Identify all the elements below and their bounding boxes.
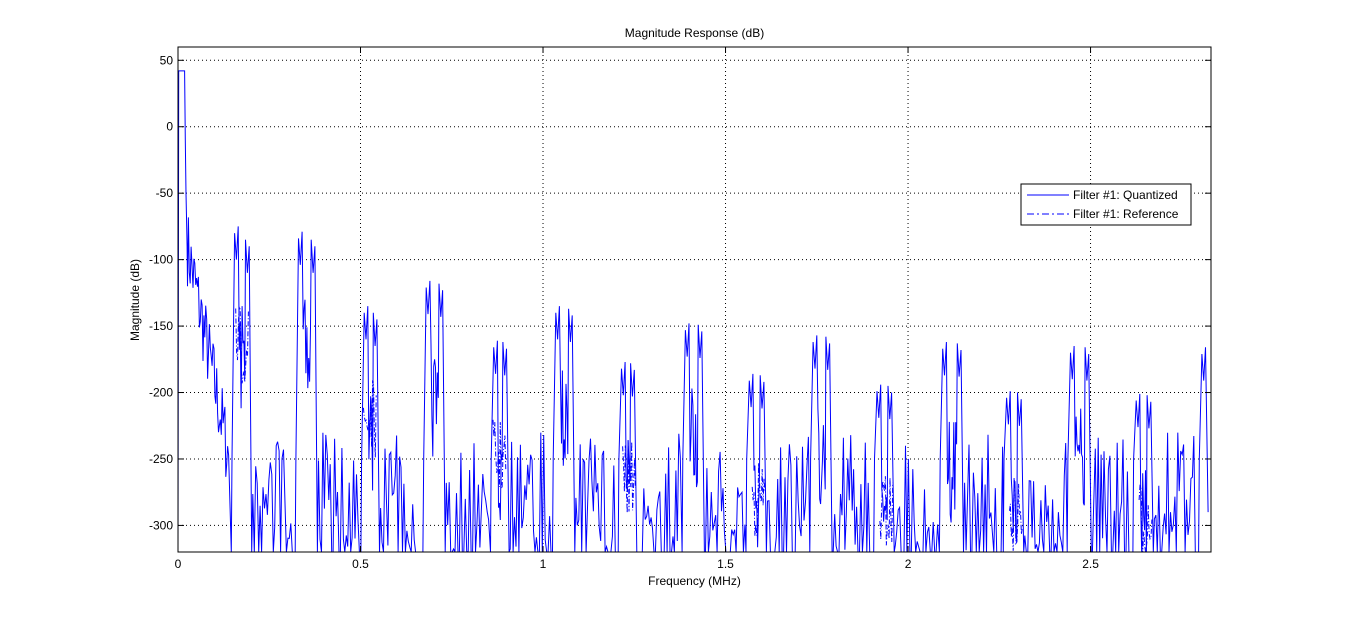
series-reference-lobe: [1009, 477, 1023, 551]
series-reference-lobe: [235, 306, 249, 384]
plot-area: [178, 47, 1211, 552]
series-reference-lobe: [492, 419, 507, 489]
chart-title: Magnitude Response (dB): [625, 26, 764, 40]
series-reference-lobe: [879, 476, 894, 546]
x-tick-label: 0: [175, 557, 182, 571]
x-tick-label: 0.5: [352, 557, 369, 571]
legend-label-quantized: Filter #1: Quantized: [1073, 188, 1178, 202]
y-tick-label: 50: [160, 53, 174, 67]
legend: Filter #1: Quantized Filter #1: Referenc…: [1020, 183, 1192, 226]
grid-lines: [178, 47, 1211, 552]
x-tick-label: 2: [905, 557, 912, 571]
y-tick-label: 0: [166, 120, 173, 134]
y-axis-label: Magnitude (dB): [128, 259, 142, 341]
y-tick-label: -200: [149, 386, 173, 400]
plot-frame: [177, 46, 1212, 553]
x-tick-label: 2.5: [1082, 557, 1099, 571]
series-reference-lobe: [362, 380, 377, 458]
y-tick-label: -150: [149, 319, 173, 333]
legend-box: [1020, 183, 1192, 226]
legend-label-reference: Filter #1: Reference: [1073, 207, 1179, 221]
y-tick-label: -250: [149, 452, 173, 466]
series-quantized-line: [178, 70, 1209, 552]
x-axis-label: Frequency (MHz): [648, 574, 741, 588]
plot-curves: [178, 70, 1209, 552]
axis-ticks: 0 0.5 1 1.5 2 2.5 50 0 -50 -100 -150 -200 -250 -300: [149, 47, 1211, 571]
series-reference-lobe: [622, 440, 636, 513]
y-tick-label: -100: [149, 253, 173, 267]
x-tick-label: 1.5: [717, 557, 734, 571]
y-tick-label: -300: [149, 518, 173, 532]
x-tick-label: 1: [540, 557, 547, 571]
y-tick-label: -50: [156, 186, 174, 200]
